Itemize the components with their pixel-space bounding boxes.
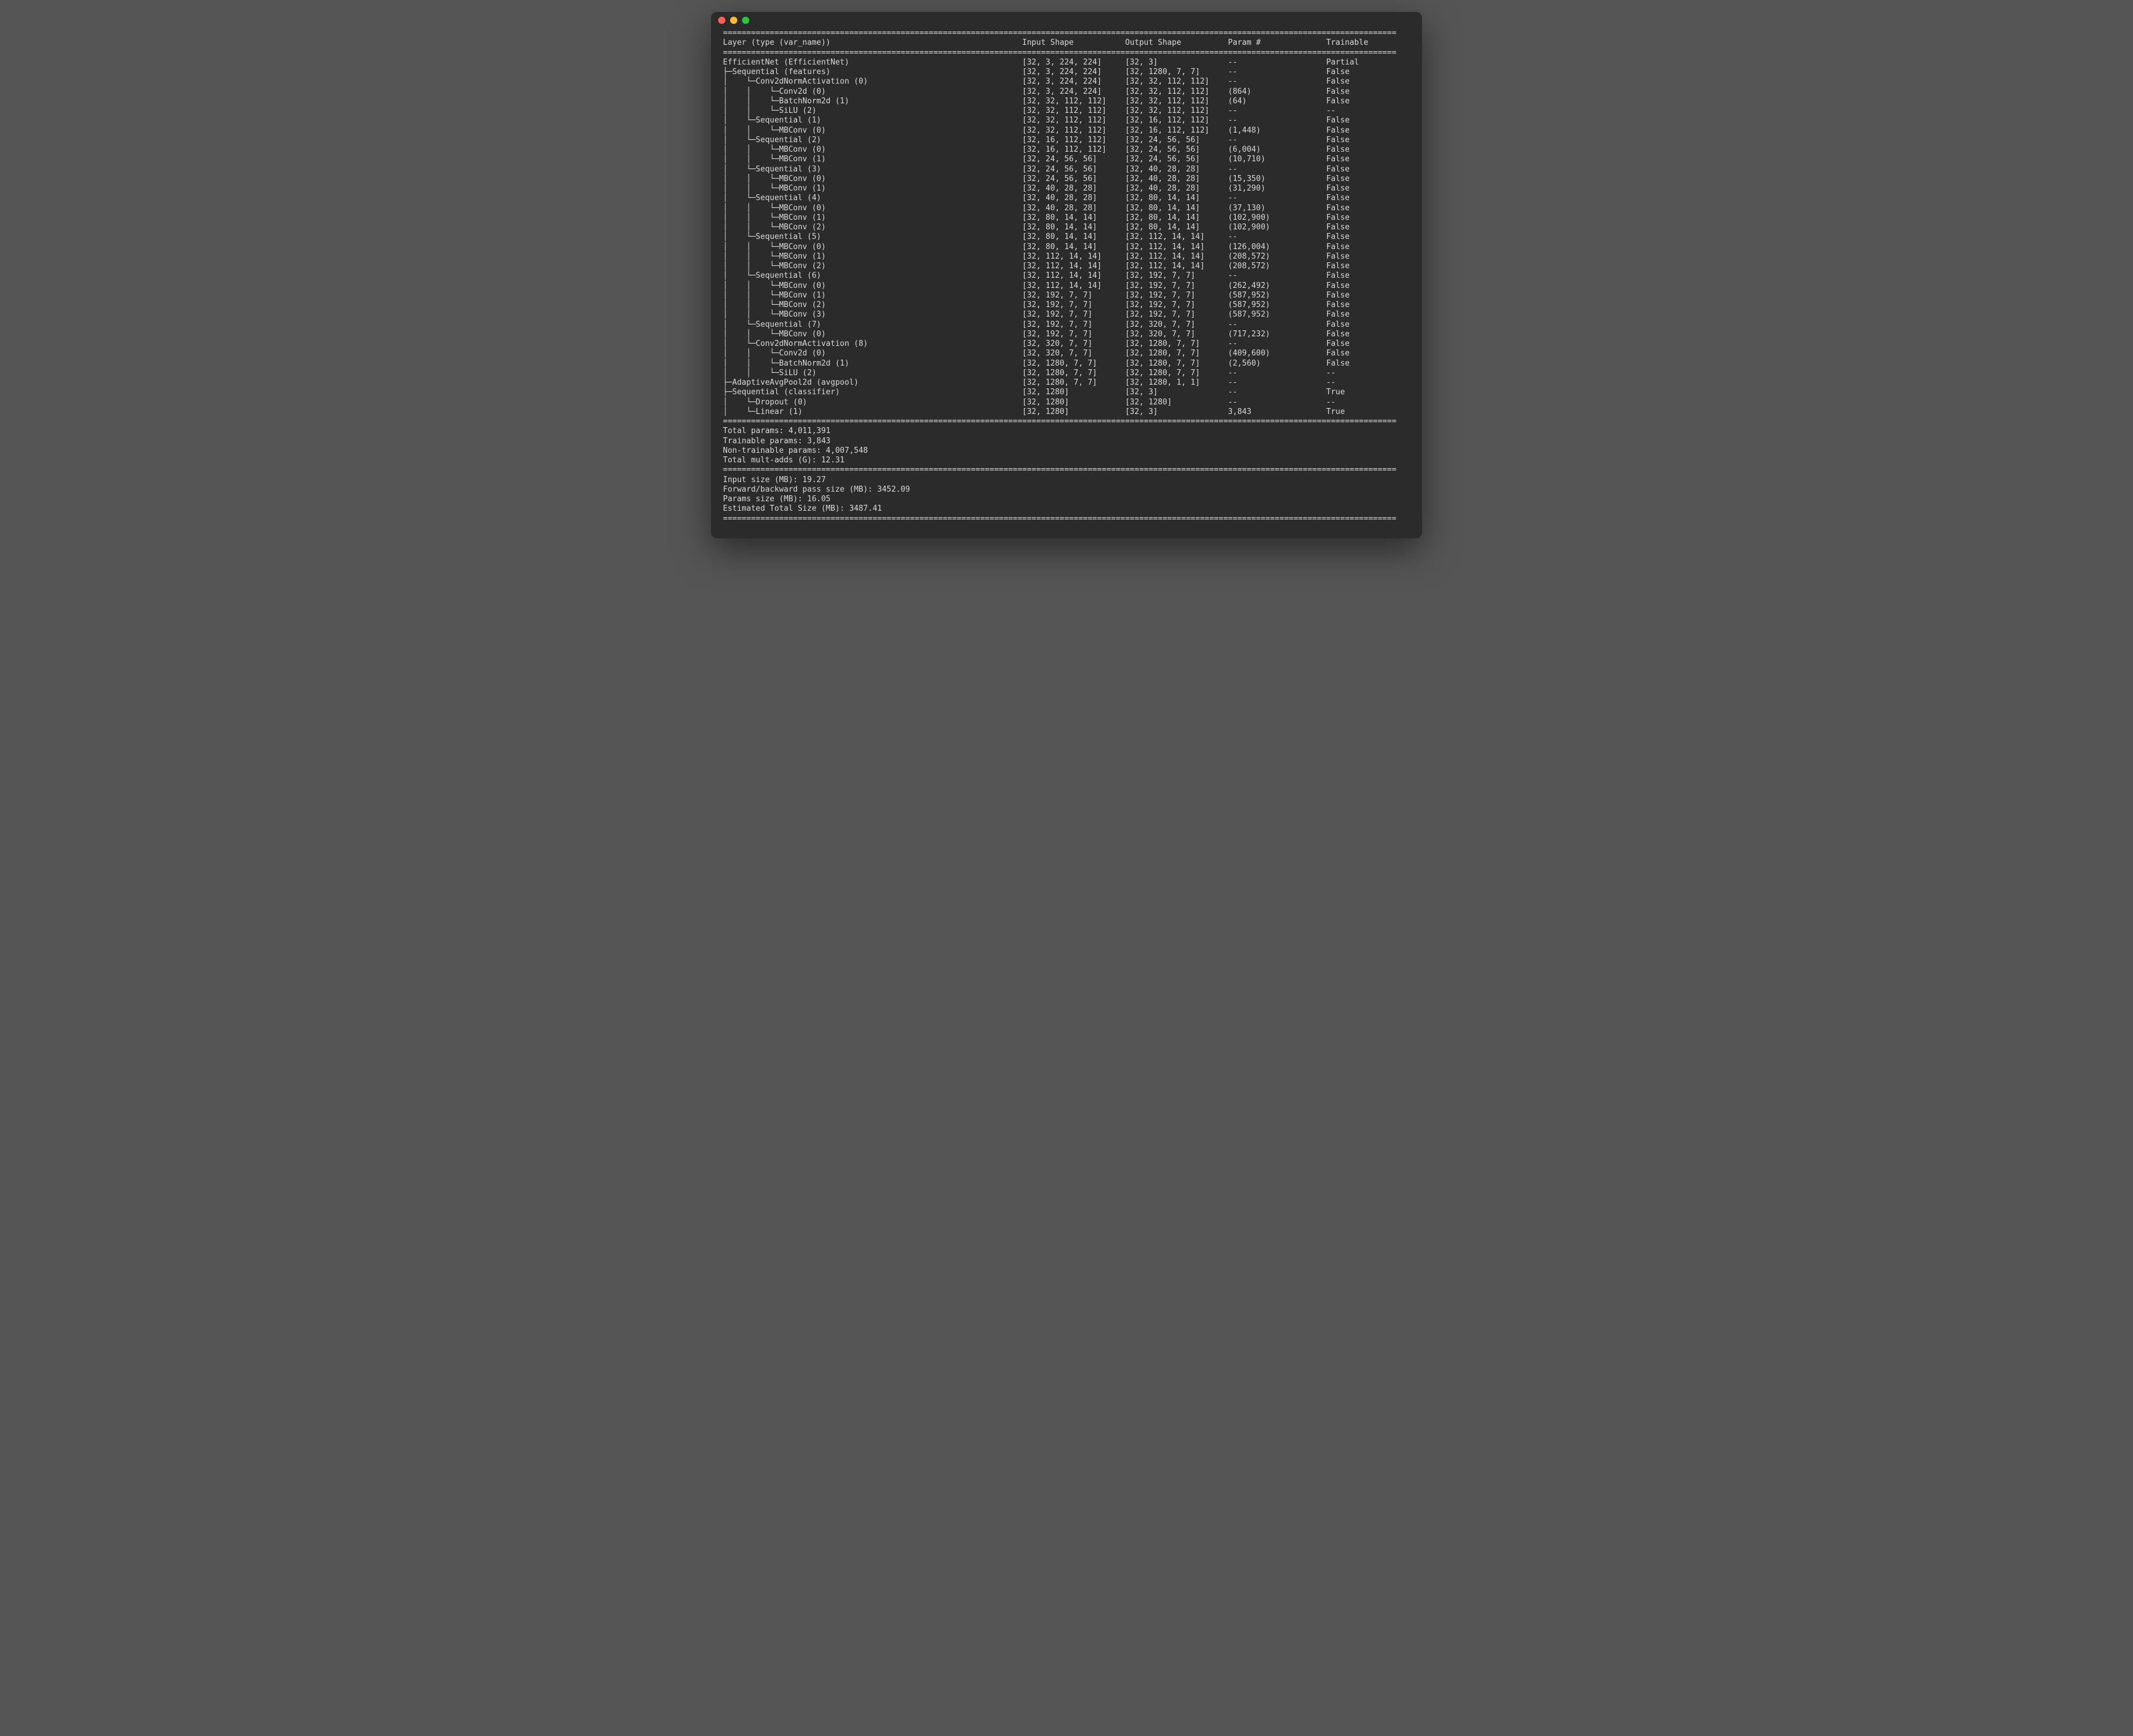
terminal-line: Non-trainable params: 4,007,548 — [723, 446, 1410, 456]
terminal-line: Params size (MB): 16.05 — [723, 495, 1410, 504]
terminal-line: │ └─Sequential (2) [32, 16, 112, 112] [3… — [723, 136, 1410, 145]
terminal-line: │ └─Dropout (0) [32, 1280] [32, 1280] --… — [723, 398, 1410, 407]
terminal-line: EfficientNet (EfficientNet) [32, 3, 224,… — [723, 58, 1410, 68]
terminal-line: │ │ └─MBConv (1) [32, 40, 28, 28] [32, 4… — [723, 184, 1410, 194]
terminal-window: ========================================… — [711, 12, 1422, 538]
terminal-line: │ └─Sequential (7) [32, 192, 7, 7] [32, … — [723, 320, 1410, 330]
terminal-line: │ │ └─BatchNorm2d (1) [32, 32, 112, 112]… — [723, 97, 1410, 106]
terminal-line: │ │ └─MBConv (2) [32, 112, 14, 14] [32, … — [723, 262, 1410, 271]
terminal-line: │ │ └─BatchNorm2d (1) [32, 1280, 7, 7] [… — [723, 359, 1410, 369]
zoom-icon[interactable] — [742, 17, 749, 24]
terminal-line: │ └─Linear (1) [32, 1280] [32, 3] 3,843 … — [723, 407, 1410, 417]
close-icon[interactable] — [718, 17, 725, 24]
terminal-line: │ │ └─Conv2d (0) [32, 3, 224, 224] [32, … — [723, 87, 1410, 97]
terminal-line: ========================================… — [723, 48, 1410, 58]
terminal-line: Estimated Total Size (MB): 3487.41 — [723, 504, 1410, 514]
terminal-line: ├─Sequential (classifier) [32, 1280] [32… — [723, 388, 1410, 397]
terminal-line: │ │ └─MBConv (2) [32, 80, 14, 14] [32, 8… — [723, 223, 1410, 232]
terminal-line: │ └─Conv2dNormActivation (8) [32, 320, 7… — [723, 339, 1410, 349]
terminal-line: │ │ └─MBConv (0) [32, 112, 14, 14] [32, … — [723, 281, 1410, 291]
terminal-line: │ │ └─SiLU (2) [32, 1280, 7, 7] [32, 128… — [723, 369, 1410, 378]
terminal-line: Total params: 4,011,391 — [723, 427, 1410, 436]
terminal-line: │ │ └─MBConv (1) [32, 192, 7, 7] [32, 19… — [723, 291, 1410, 300]
terminal-line: │ │ └─SiLU (2) [32, 32, 112, 112] [32, 3… — [723, 106, 1410, 116]
terminal-line: ├─AdaptiveAvgPool2d (avgpool) [32, 1280,… — [723, 378, 1410, 388]
terminal-line: ========================================… — [723, 417, 1410, 427]
terminal-line: │ └─Sequential (4) [32, 40, 28, 28] [32,… — [723, 194, 1410, 203]
terminal-line: │ │ └─MBConv (0) [32, 192, 7, 7] [32, 32… — [723, 330, 1410, 339]
titlebar — [711, 12, 1422, 29]
terminal-line: │ │ └─MBConv (0) [32, 40, 28, 28] [32, 8… — [723, 204, 1410, 213]
terminal-line: │ │ └─MBConv (0) [32, 24, 56, 56] [32, 4… — [723, 174, 1410, 184]
terminal-line: │ │ └─MBConv (1) [32, 80, 14, 14] [32, 8… — [723, 213, 1410, 223]
minimize-icon[interactable] — [730, 17, 737, 24]
terminal-line: ========================================… — [723, 465, 1410, 475]
terminal-line: │ │ └─MBConv (0) [32, 16, 112, 112] [32,… — [723, 145, 1410, 155]
terminal-line: │ │ └─MBConv (3) [32, 192, 7, 7] [32, 19… — [723, 310, 1410, 320]
terminal-line: │ │ └─MBConv (1) [32, 24, 56, 56] [32, 2… — [723, 155, 1410, 164]
terminal-line: │ │ └─MBConv (0) [32, 80, 14, 14] [32, 1… — [723, 243, 1410, 252]
terminal-line: │ │ └─Conv2d (0) [32, 320, 7, 7] [32, 12… — [723, 349, 1410, 358]
terminal-line: │ └─Sequential (5) [32, 80, 14, 14] [32,… — [723, 232, 1410, 242]
terminal-line: │ └─Sequential (6) [32, 112, 14, 14] [32… — [723, 271, 1410, 281]
terminal-line: ========================================… — [723, 29, 1410, 38]
terminal-line: │ │ └─MBConv (2) [32, 192, 7, 7] [32, 19… — [723, 300, 1410, 310]
terminal-output: ========================================… — [711, 29, 1422, 538]
terminal-line: ========================================… — [723, 514, 1410, 524]
terminal-line: │ └─Conv2dNormActivation (0) [32, 3, 224… — [723, 77, 1410, 87]
terminal-line: │ │ └─MBConv (0) [32, 32, 112, 112] [32,… — [723, 126, 1410, 136]
terminal-line: Input size (MB): 19.27 — [723, 476, 1410, 485]
terminal-line: Layer (type (var_name)) Input Shape Outp… — [723, 38, 1410, 48]
terminal-line: ├─Sequential (features) [32, 3, 224, 224… — [723, 68, 1410, 77]
terminal-line: │ │ └─MBConv (1) [32, 112, 14, 14] [32, … — [723, 252, 1410, 262]
terminal-line: │ └─Sequential (3) [32, 24, 56, 56] [32,… — [723, 165, 1410, 174]
terminal-line: │ └─Sequential (1) [32, 32, 112, 112] [3… — [723, 116, 1410, 125]
terminal-line: Trainable params: 3,843 — [723, 437, 1410, 446]
terminal-line: Total mult-adds (G): 12.31 — [723, 456, 1410, 465]
terminal-line: Forward/backward pass size (MB): 3452.09 — [723, 485, 1410, 495]
